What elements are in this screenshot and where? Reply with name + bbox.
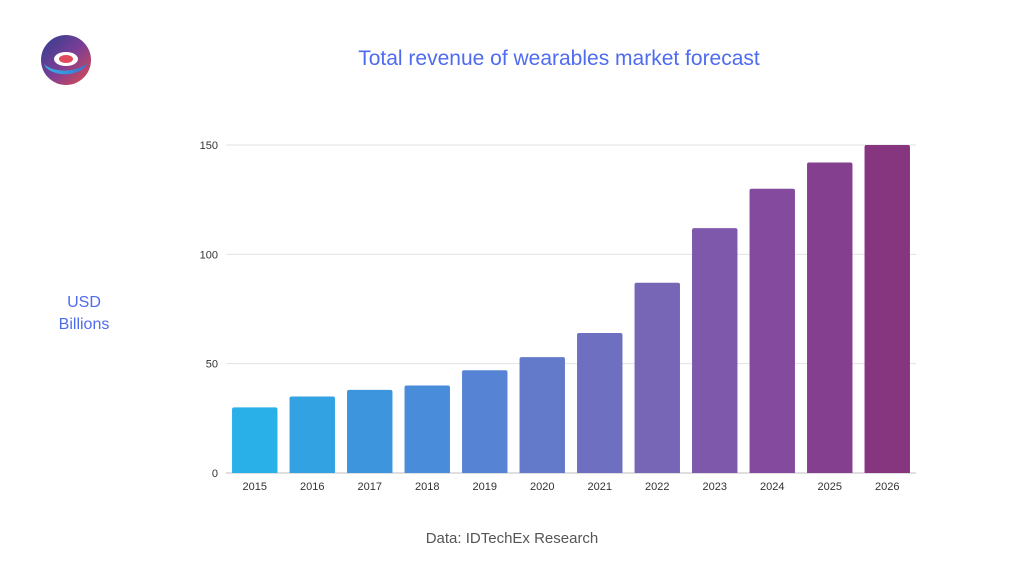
y-tick-label: 50	[206, 359, 218, 371]
y-tick-label: 150	[200, 140, 218, 152]
x-tick-label: 2019	[473, 481, 497, 493]
bar-2024	[749, 188, 795, 473]
bar-2020	[519, 357, 565, 473]
x-tick-label: 2025	[818, 481, 842, 493]
x-tick-label: 2021	[588, 481, 612, 493]
bar-2016	[289, 396, 335, 473]
x-tick-label: 2024	[760, 481, 784, 493]
bar-2026	[864, 145, 910, 473]
bar-2023	[692, 228, 738, 473]
y-tick-label: 0	[212, 468, 218, 480]
x-tick-label: 2026	[875, 481, 899, 493]
data-source: Data: IDTechEx Research	[425, 530, 599, 547]
bar-2022	[634, 282, 680, 473]
x-tick-label: 2023	[703, 481, 727, 493]
bar-2019	[462, 370, 508, 473]
bar-2021	[577, 333, 623, 473]
x-tick-label: 2020	[530, 481, 554, 493]
y-axis-label: USD Billions	[34, 292, 134, 336]
bar-2018	[404, 385, 450, 473]
x-tick-label: 2022	[645, 481, 669, 493]
bar-2015	[232, 407, 278, 473]
x-tick-label: 2018	[415, 481, 439, 493]
chart-title: Total revenue of wearables market foreca…	[358, 47, 760, 70]
x-tick-label: 2015	[243, 481, 267, 493]
x-tick-label: 2017	[358, 481, 382, 493]
y-axis-label-line-2: Billions	[58, 316, 110, 333]
x-tick-label: 2016	[300, 481, 324, 493]
brand-logo-icon	[41, 35, 91, 85]
bar-2025	[807, 162, 853, 473]
y-tick-label: 100	[200, 249, 218, 261]
bar-2017	[347, 389, 393, 473]
y-axis-label-line-1: USD	[67, 294, 101, 311]
